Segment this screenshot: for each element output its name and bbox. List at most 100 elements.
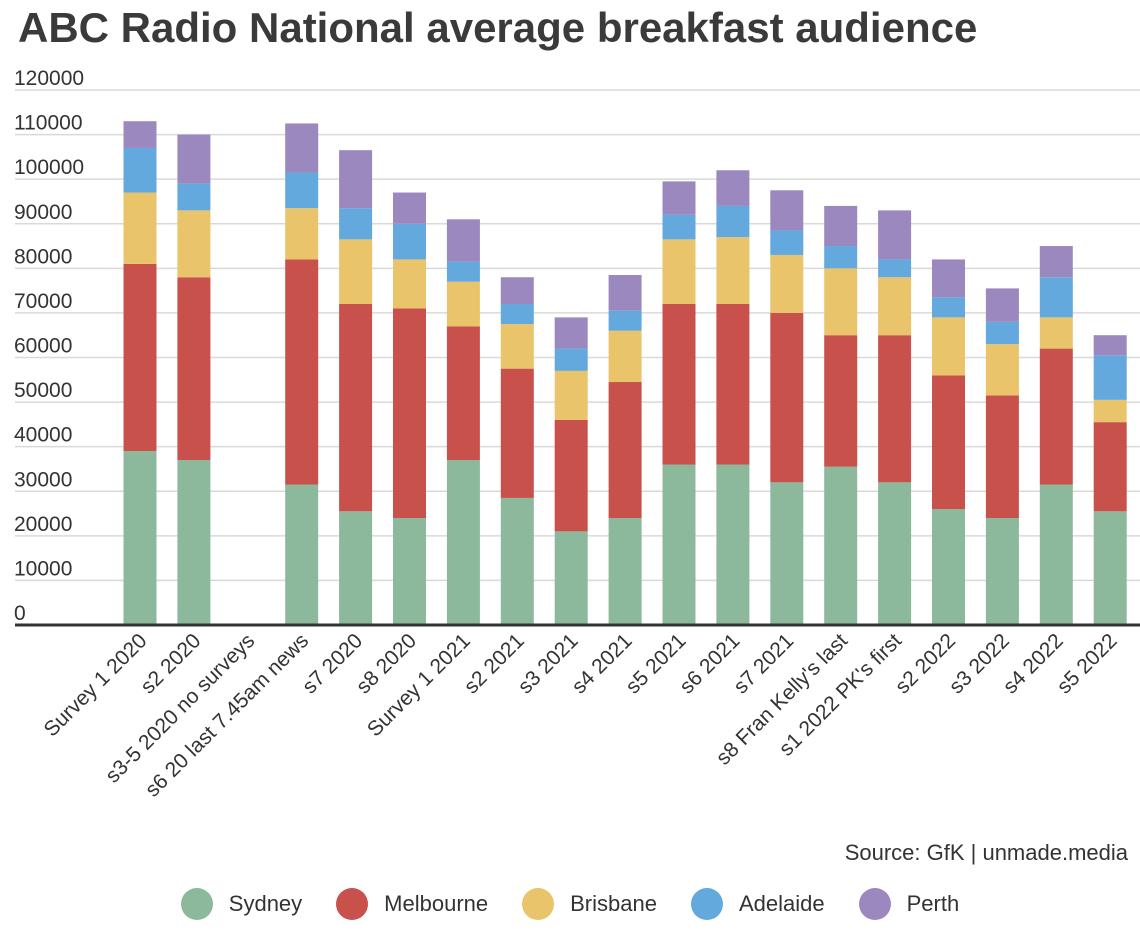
bar-segment-sydney	[932, 509, 965, 625]
bar-segment-melbourne	[824, 335, 858, 467]
bar-segment-brisbane	[285, 208, 319, 260]
source-note: Source: GfK | unmade.media	[844, 840, 1128, 865]
bar-segment-perth	[554, 317, 588, 349]
bar-segment-adelaide	[985, 321, 1019, 345]
bar-segment-perth	[662, 181, 696, 215]
bar-segment-melbourne	[662, 304, 696, 465]
bar-stacks	[123, 121, 1127, 625]
bar-segment-perth	[608, 275, 642, 311]
bar-segment-perth	[770, 190, 804, 231]
bar-stack-survey-1-2020	[123, 121, 157, 625]
bar-segment-perth	[123, 121, 157, 148]
bar-segment-sydney	[554, 531, 588, 625]
bar-segment-melbourne	[123, 263, 157, 452]
legend-item-perth: Perth	[858, 888, 959, 920]
bar-segment-sydney	[824, 466, 858, 625]
bar-segment-adelaide	[500, 304, 534, 325]
bar-stack-s2-2020	[177, 134, 211, 625]
bar-segment-adelaide	[123, 147, 157, 193]
bar-segment-adelaide	[878, 259, 912, 278]
bar-segment-melbourne	[1039, 348, 1073, 485]
bar-segment-adelaide	[608, 310, 642, 331]
bar-segment-melbourne	[554, 419, 588, 532]
legend-label: Melbourne	[384, 891, 489, 916]
legend-swatch	[690, 888, 723, 920]
y-tick-label: 40000	[14, 424, 72, 447]
bar-segment-melbourne	[1093, 422, 1127, 512]
bar-segment-adelaide	[285, 172, 319, 209]
bar-segment-melbourne	[339, 304, 373, 512]
bar-segment-brisbane	[878, 277, 912, 336]
x-tick-label: Survey 1 2020	[40, 629, 152, 741]
bar-segment-melbourne	[285, 259, 319, 485]
bar-stack-s2-2021	[500, 277, 534, 625]
bar-segment-sydney	[878, 482, 912, 625]
legend-item-sydney: Sydney	[180, 888, 303, 920]
bar-segment-sydney	[393, 518, 426, 625]
bar-segment-perth	[878, 210, 912, 260]
bar-segment-sydney	[339, 511, 373, 625]
bar-stack-s4-2021	[608, 275, 642, 625]
legend-swatch	[858, 888, 891, 920]
bar-segment-sydney	[500, 497, 534, 625]
bar-stack-s7-2020	[339, 150, 373, 625]
bar-segment-melbourne	[608, 382, 642, 518]
bar-segment-adelaide	[1093, 355, 1127, 400]
bar-segment-perth	[500, 277, 534, 304]
bar-segment-sydney	[1093, 511, 1127, 625]
bar-segment-melbourne	[878, 335, 912, 483]
bar-segment-sydney	[123, 451, 157, 625]
bar-segment-brisbane	[608, 330, 642, 383]
bar-segment-brisbane	[932, 317, 965, 376]
legend-swatch	[180, 888, 213, 920]
bar-segment-brisbane	[123, 192, 157, 264]
bar-segment-sydney	[716, 464, 750, 625]
bar-segment-melbourne	[932, 375, 965, 510]
y-tick-label: 20000	[14, 513, 72, 536]
bar-stack-s5-2022	[1093, 335, 1127, 625]
bar-segment-perth	[1093, 335, 1127, 356]
bar-segment-sydney	[446, 460, 480, 625]
y-axis-tick-labels: 0 10000 20000 30000 40000 50000 60000 70000 8000…	[14, 67, 84, 625]
bar-segment-perth	[824, 205, 858, 247]
bar-stack-s8-fran-kelly-s-last	[824, 205, 858, 625]
legend-item-brisbane: Brisbane	[522, 888, 657, 920]
bar-segment-sydney	[177, 460, 211, 625]
legend-label: Sydney	[228, 891, 303, 916]
bar-segment-sydney	[770, 482, 804, 625]
bar-segment-melbourne	[500, 368, 534, 498]
chart-title: ABC Radio National average breakfast aud…	[18, 4, 978, 51]
y-tick-label: 120000	[14, 67, 84, 90]
bar-stack-s5-2021	[662, 181, 696, 625]
bar-segment-adelaide	[1039, 277, 1073, 318]
bar-segment-melbourne	[770, 312, 804, 483]
bar-segment-perth	[177, 134, 211, 184]
bar-segment-adelaide	[662, 214, 696, 240]
bar-stack-survey-1-2021	[446, 219, 480, 625]
bar-segment-brisbane	[716, 237, 750, 304]
bar-segment-sydney	[985, 518, 1019, 625]
bar-segment-brisbane	[177, 210, 211, 278]
y-tick-label: 50000	[14, 379, 72, 402]
bar-stack-s8-2020	[393, 192, 426, 625]
y-tick-label: 10000	[14, 557, 72, 580]
bar-segment-perth	[716, 170, 750, 206]
legend-label: Brisbane	[570, 891, 657, 916]
bar-segment-adelaide	[554, 348, 588, 371]
bar-segment-sydney	[662, 464, 696, 625]
bar-stack-s4-2022	[1039, 246, 1073, 625]
bar-segment-melbourne	[393, 308, 426, 518]
bar-stack-s6-20-last-7-45am-news	[285, 123, 319, 625]
bar-segment-adelaide	[339, 208, 373, 240]
chart-legend: Sydney Melbourne Brisbane Adelaide Perth	[0, 888, 1140, 920]
bar-segment-melbourne	[985, 395, 1019, 518]
bar-segment-brisbane	[824, 268, 858, 336]
bar-segment-melbourne	[716, 304, 750, 465]
bar-segment-brisbane	[1039, 317, 1073, 349]
stacked-bar-chart: 0 10000 20000 30000 40000 50000 60000 70000 8000…	[14, 67, 1140, 802]
bar-segment-perth	[446, 219, 480, 262]
bar-segment-melbourne	[177, 277, 211, 461]
y-tick-label: 100000	[14, 156, 84, 179]
legend-item-adelaide: Adelaide	[690, 888, 825, 920]
